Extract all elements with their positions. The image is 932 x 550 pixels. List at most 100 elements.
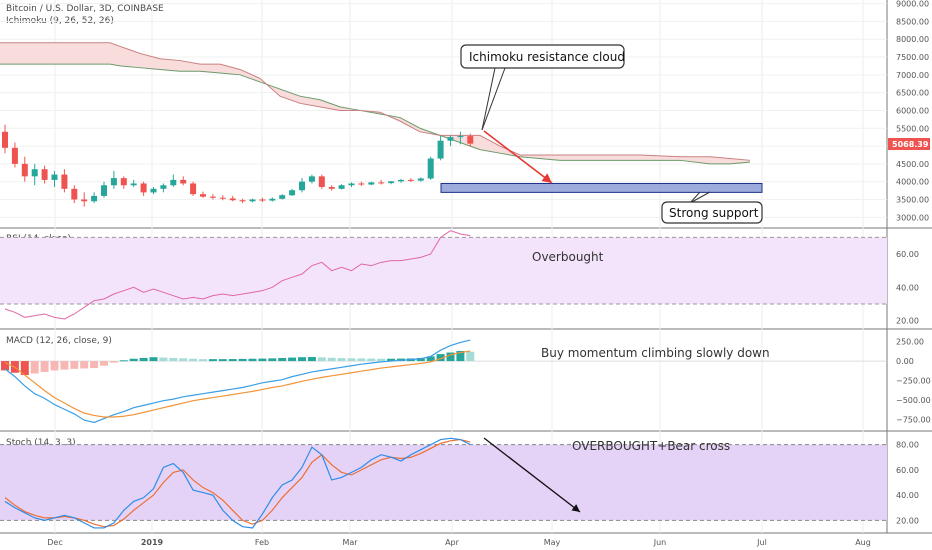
candle-body: [51, 174, 58, 180]
macd-histogram-bar: [228, 359, 237, 362]
stoch-pane: [0, 437, 887, 529]
time-tick-label: Jun: [653, 538, 667, 547]
candle-body: [31, 169, 38, 177]
price-tag-text: 5068.39: [892, 140, 929, 149]
candle-body: [130, 183, 137, 186]
rsi-band: [0, 237, 887, 304]
macd-indicator-label: MACD (12, 26, close, 9): [6, 336, 112, 346]
price-tick-label: 8500.00: [896, 17, 929, 26]
candle-body: [91, 195, 98, 202]
macd-histogram-bar: [288, 357, 297, 362]
candle-body: [170, 179, 177, 186]
stoch-tick-label: 40.00: [896, 491, 919, 500]
candle-body: [120, 178, 127, 186]
stoch-band: [0, 444, 887, 521]
macd-note: Buy momentum climbing slowly down: [541, 346, 770, 360]
macd-histogram-bar: [60, 361, 69, 370]
candle-body: [417, 178, 424, 181]
price-candles: [2, 124, 474, 207]
ichimoku-cloud: [0, 42, 751, 165]
stoch-tick-label: 20.00: [896, 516, 919, 525]
candle-body: [437, 140, 444, 159]
candle-body: [200, 194, 206, 197]
time-tick-label: Mar: [342, 538, 358, 547]
candle-body: [447, 137, 454, 141]
macd-line: [4, 339, 471, 424]
macd-histogram-bar: [446, 352, 455, 362]
macd-histogram-bar: [337, 358, 346, 362]
candle-body: [219, 197, 226, 199]
macd-tick-label: −500.00: [896, 396, 931, 405]
macd-histogram-bar: [377, 358, 386, 362]
candle-body: [348, 183, 355, 186]
time-tick-label: Dec: [47, 538, 62, 547]
candle-body: [308, 176, 315, 182]
candle-body: [427, 158, 434, 179]
rsi-tick-label: 20.00: [896, 317, 919, 326]
candle-body: [378, 182, 385, 184]
price-tick-label: 3500.00: [896, 196, 929, 205]
macd-histogram-bar: [298, 357, 306, 362]
candle-body: [358, 183, 365, 185]
candle-body: [338, 185, 345, 189]
candle-body: [328, 187, 335, 189]
macd-histogram-bar: [456, 350, 465, 362]
macd-histogram-bar: [258, 358, 267, 362]
time-axis: Dec 2019 Feb Mar Apr May Jun Jul Aug: [47, 538, 871, 547]
price-tick-label: 6500.00: [896, 89, 929, 98]
candle-body: [150, 188, 157, 193]
support-callout-text: Strong support: [669, 206, 759, 220]
price-tick-label: 3000.00: [896, 213, 929, 222]
macd-histogram-bar: [416, 357, 425, 362]
price-axis: 9000.00 8500.00 8000.00 7500.00 7000.00 6500.…: [896, 0, 931, 525]
macd-histogram-bar: [20, 361, 29, 376]
candle-body: [81, 199, 88, 202]
macd-histogram-bar: [159, 357, 168, 362]
candle-body: [101, 185, 107, 196]
macd-histogram-bar: [119, 360, 128, 362]
candle-body: [2, 131, 8, 148]
macd-histogram-bar: [129, 358, 138, 362]
macd-histogram-bar: [109, 361, 118, 363]
support-callout: Strong support: [661, 191, 763, 224]
support-zone: [440, 182, 763, 193]
macd-histogram-bar: [100, 361, 108, 366]
time-tick-label: Jul: [756, 538, 767, 547]
candle-body: [407, 179, 414, 181]
candle-body: [289, 190, 296, 196]
candle-body: [160, 185, 167, 189]
signal-line: [4, 350, 471, 418]
price-tick-label: 9000.00: [896, 0, 929, 9]
candle-body: [61, 174, 68, 189]
price-tick-label: 8000.00: [896, 35, 929, 44]
macd-pane: [0, 339, 887, 424]
macd-histogram-bar: [347, 358, 356, 362]
cloud-callout-text: Ichimoku resistance cloud: [469, 50, 625, 64]
macd-tick-label: −250.00: [896, 377, 931, 386]
macd-histogram-bar: [149, 357, 158, 362]
macd-histogram-bar: [208, 359, 217, 362]
candle-body: [467, 136, 474, 144]
drop-arrow: [483, 130, 553, 184]
candle-body: [457, 136, 464, 138]
price-tick-label: 7500.00: [896, 53, 929, 62]
candle-body: [209, 196, 216, 198]
price-tick-label: 4000.00: [896, 178, 929, 187]
rsi-pane: [0, 230, 887, 320]
candle-body: [398, 179, 404, 182]
cloud-callout: Ichimoku resistance cloud: [460, 44, 625, 131]
macd-histogram-bar: [1, 361, 9, 371]
candle-body: [190, 183, 197, 195]
rsi-tick-label: 60.00: [896, 250, 919, 259]
candle-body: [269, 198, 276, 201]
time-tick-label: Apr: [445, 538, 460, 547]
candle-body: [41, 169, 48, 180]
candle-body: [21, 163, 28, 177]
macd-histogram-bar: [367, 358, 376, 362]
macd-tick-label: 250.00: [896, 338, 924, 347]
macd-histogram-bar: [80, 361, 89, 369]
senkou-span-a: [0, 63, 751, 165]
candle-body: [180, 179, 187, 184]
macd-histogram-bar: [169, 357, 178, 362]
